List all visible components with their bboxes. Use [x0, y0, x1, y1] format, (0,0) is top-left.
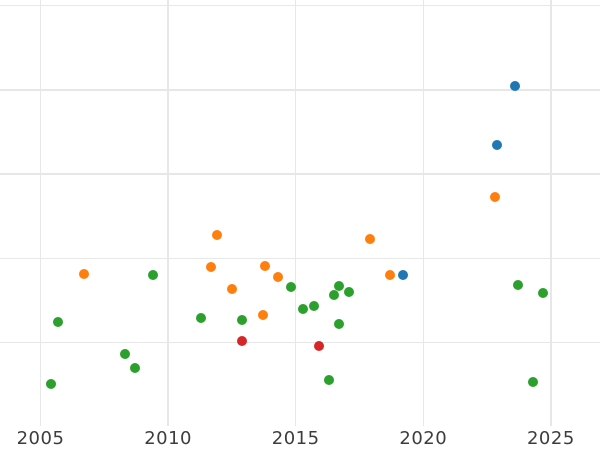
scatter-point-green — [119, 348, 130, 359]
scatter-point-green — [147, 270, 158, 281]
scatter-point-orange — [78, 269, 89, 280]
scatter-point-orange — [385, 270, 396, 281]
gridline-horizontal — [0, 89, 600, 91]
scatter-point-green — [285, 282, 296, 293]
scatter-point-orange — [364, 234, 375, 244]
scatter-point-green — [298, 303, 309, 314]
scatter-point-green — [344, 287, 355, 298]
gridline-vertical — [422, 0, 425, 426]
scatter-point-orange — [272, 271, 283, 282]
scatter-point-orange — [260, 260, 271, 271]
x-tick-label: 2020 — [399, 428, 448, 449]
scatter-point-orange — [211, 229, 222, 240]
gridline-horizontal — [0, 4, 600, 7]
scatter-point-green — [129, 362, 140, 373]
scatter-point-orange — [226, 283, 237, 294]
scatter-point-green — [328, 289, 339, 300]
scatter-point-orange — [489, 191, 500, 202]
gridline-vertical — [294, 0, 297, 426]
scatter-point-green — [53, 316, 64, 327]
x-tick-label: 2015 — [271, 428, 320, 449]
scatter-point-green — [45, 379, 56, 389]
scatter-point-green — [538, 287, 549, 298]
scatter-point-green — [512, 280, 523, 291]
x-tick-label: 2025 — [526, 428, 575, 449]
gridline-horizontal — [0, 173, 600, 175]
scatter-point-blue — [397, 270, 408, 281]
gridline-vertical — [550, 0, 552, 426]
scatter-point-green — [196, 313, 207, 324]
scatter-point-blue — [492, 139, 503, 150]
scatter-point-red — [237, 336, 248, 346]
scatter-point-blue — [510, 81, 521, 92]
scatter-point-green — [308, 300, 319, 311]
scatter-point-green — [237, 314, 248, 325]
scatter-point-orange — [257, 309, 268, 320]
x-tick-label: 2010 — [144, 428, 192, 449]
scatter-point-green — [528, 377, 539, 388]
scatter-point-orange — [206, 261, 217, 272]
scatter-point-red — [313, 341, 324, 352]
scatter-point-green — [334, 281, 345, 292]
scatter-point-green — [334, 319, 345, 330]
scatter-point-green — [323, 374, 334, 385]
gridline-vertical — [167, 0, 169, 426]
gridline-horizontal — [0, 341, 600, 344]
gridline-vertical — [39, 0, 42, 426]
x-tick-label: 2005 — [16, 428, 65, 449]
gridline-horizontal — [0, 257, 600, 260]
